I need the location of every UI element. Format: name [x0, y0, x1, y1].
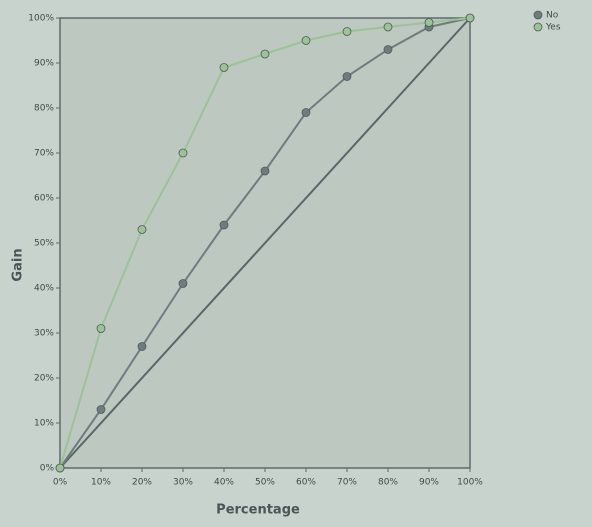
legend-label: No: [546, 11, 559, 21]
point: [383, 22, 393, 32]
x-tick-label: 10%: [91, 478, 111, 488]
x-tick-label: 70%: [337, 478, 357, 488]
y-tick-label: 40%: [34, 284, 54, 294]
x-tick-label: 20%: [132, 478, 152, 488]
point: [260, 49, 270, 59]
point: [137, 225, 147, 234]
y-axis-label: Gain: [11, 248, 26, 281]
legend-swatch: [533, 22, 543, 32]
point: [178, 279, 188, 288]
y-tick-label: 50%: [34, 239, 54, 249]
point: [137, 342, 147, 351]
y-tick-label: 20%: [34, 374, 54, 384]
point: [301, 108, 311, 117]
y-tick-label: 100%: [28, 14, 54, 24]
point: [96, 405, 106, 414]
x-axis-label: Percentage: [216, 503, 300, 518]
y-tick-label: 10%: [34, 419, 54, 429]
y-tick-label: 60%: [34, 194, 54, 204]
point: [219, 63, 229, 72]
point: [301, 36, 311, 45]
x-tick-label: 50%: [255, 478, 275, 488]
x-tick-label: 90%: [419, 478, 439, 488]
point: [260, 166, 270, 176]
x-tick-label: 60%: [296, 478, 316, 488]
y-tick-label: 90%: [34, 59, 54, 69]
point: [178, 148, 188, 158]
point: [219, 220, 229, 230]
x-tick-label: 0%: [53, 478, 68, 488]
point: [342, 27, 352, 36]
point: [96, 324, 106, 333]
x-tick-label: 30%: [173, 478, 193, 488]
point: [383, 45, 393, 54]
y-tick-label: 30%: [34, 329, 54, 339]
y-tick-label: 70%: [34, 149, 54, 159]
point: [342, 72, 352, 81]
y-tick-label: 80%: [34, 104, 54, 114]
legend-label: Yes: [545, 23, 561, 33]
x-tick-label: 100%: [457, 478, 483, 488]
y-tick-label: 0%: [40, 464, 55, 474]
point: [465, 13, 475, 23]
x-tick-label: 40%: [214, 478, 234, 488]
reference-line: [59, 17, 471, 469]
x-tick-label: 80%: [378, 478, 398, 488]
point: [55, 463, 65, 473]
point: [424, 18, 434, 27]
legend-swatch: [533, 10, 543, 20]
